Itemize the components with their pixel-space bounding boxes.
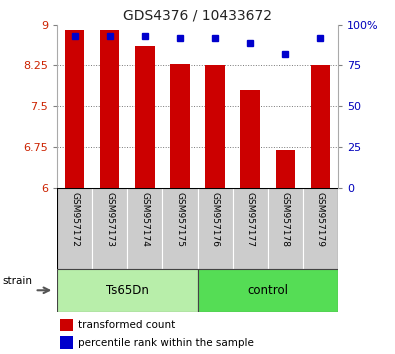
Text: GSM957177: GSM957177 (246, 192, 255, 247)
Text: strain: strain (2, 276, 32, 286)
Bar (92, 188, 127, 269)
Text: GSM957178: GSM957178 (280, 192, 290, 247)
Bar (198, 269, 338, 312)
Bar (233, 188, 267, 269)
Bar (241, 90, 260, 188)
Bar (205, 65, 225, 188)
Bar (303, 188, 338, 269)
Text: GSM957172: GSM957172 (70, 192, 79, 247)
Bar (60, 336, 73, 349)
Bar (310, 65, 330, 188)
Text: percentile rank within the sample: percentile rank within the sample (78, 338, 254, 348)
Bar (100, 30, 120, 188)
Text: transformed count: transformed count (78, 320, 175, 330)
Bar (275, 150, 295, 188)
Text: GSM957176: GSM957176 (211, 192, 220, 247)
Bar (198, 188, 233, 269)
Bar (267, 188, 303, 269)
Bar (57, 188, 92, 269)
Bar (170, 64, 190, 188)
Text: control: control (247, 284, 288, 297)
Text: GSM957173: GSM957173 (105, 192, 115, 247)
Bar (135, 46, 154, 188)
Bar (65, 30, 85, 188)
Bar (127, 188, 162, 269)
Text: Ts65Dn: Ts65Dn (106, 284, 149, 297)
Text: GSM957174: GSM957174 (140, 192, 149, 247)
Bar (57, 269, 198, 312)
Bar (60, 319, 73, 331)
Text: GSM957179: GSM957179 (316, 192, 325, 247)
Bar (162, 188, 198, 269)
Title: GDS4376 / 10433672: GDS4376 / 10433672 (123, 8, 272, 22)
Text: GSM957175: GSM957175 (175, 192, 184, 247)
